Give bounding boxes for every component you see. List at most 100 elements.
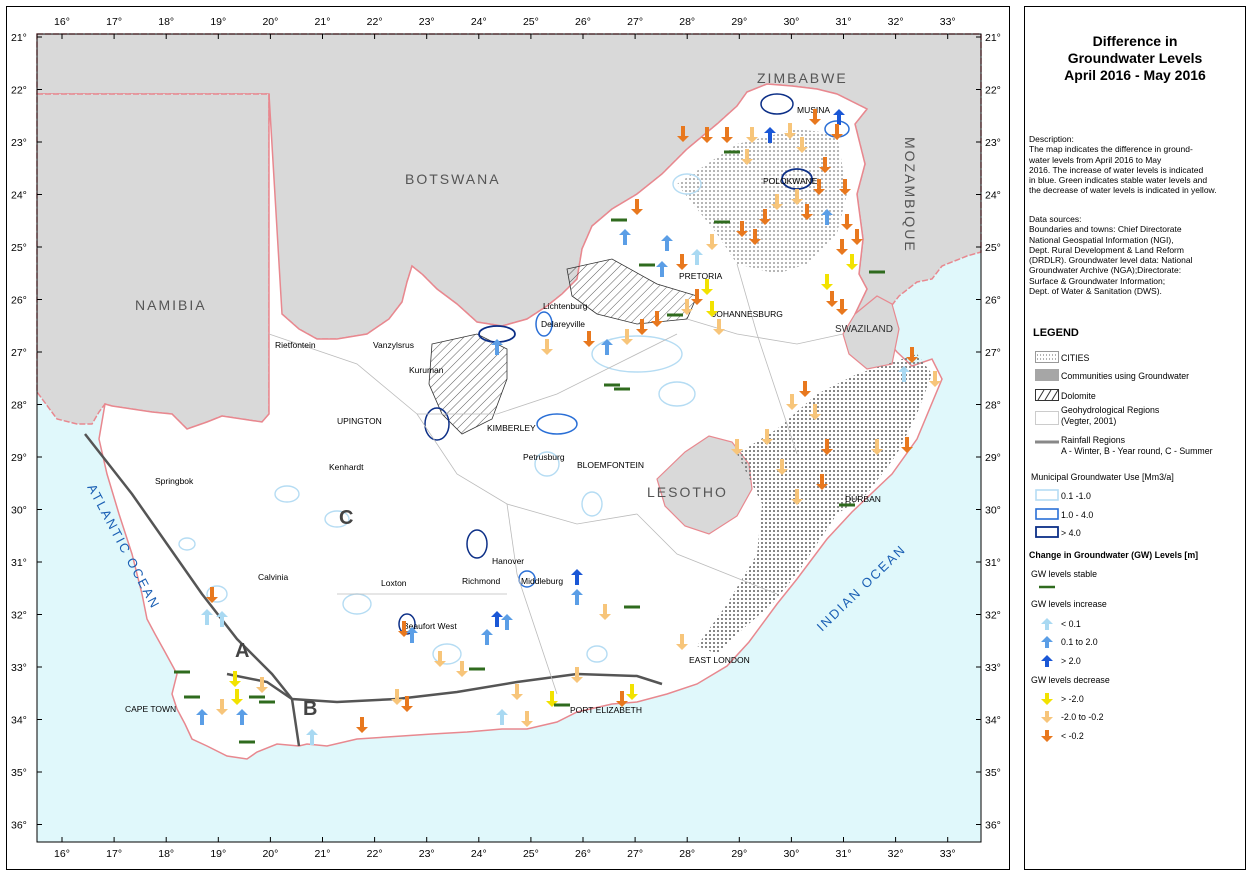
gw-decrease-mid-symbol [929, 371, 941, 387]
sources-line: (DRDLR). Groundwater level data: Nationa… [1029, 255, 1193, 266]
gw-decrease-mid-symbol [713, 319, 725, 335]
city-calvinia: Calvinia [258, 572, 289, 582]
increase-small-label: < 0.1 [1061, 619, 1081, 629]
description-line: 2016. The increase of water levels is in… [1029, 164, 1204, 175]
sources-line: Groundwater Archive (NGA);Directorate: [1029, 265, 1182, 276]
latitude-tick-label: 26° [11, 295, 27, 307]
gw-increase-small-symbol [201, 609, 213, 625]
increase-large-label: > 2.0 [1061, 656, 1081, 666]
sources-line: Boundaries and towns: Chief Directorate [1029, 224, 1182, 235]
longitude-tick-label: 21° [315, 848, 331, 860]
gw-decrease-large-symbol [831, 124, 843, 140]
label-mozambique: MOZAMBIQUE [902, 137, 918, 253]
communities-swatch [1035, 369, 1059, 381]
decrease-large-arrow-icon [1041, 730, 1053, 742]
longitude-tick-label: 20° [262, 848, 278, 860]
gw-decrease-mid-symbol [216, 699, 228, 715]
decrease-mid-label: -2.0 to -0.2 [1061, 712, 1104, 722]
province-boundaries [268, 263, 844, 695]
rainfall-swatch [1035, 440, 1059, 444]
dolomite-swatch [1035, 389, 1059, 401]
gw-decrease-mid-symbol [676, 634, 688, 650]
rainfall-region-a: A [235, 640, 249, 662]
longitude-tick-label: 31° [836, 848, 852, 860]
label-swaziland: SWAZILAND [835, 324, 893, 335]
gw-decrease-large-symbol [826, 291, 838, 307]
longitude-tick-label: 26° [575, 848, 591, 860]
city-polokwane: POLOKWANE [763, 176, 818, 186]
gw-increase-large-symbol [571, 569, 583, 585]
decrease-small-label: > -2.0 [1061, 694, 1084, 704]
longitude-tick-label: 32° [888, 848, 904, 860]
gw-decrease-mid-symbol [784, 123, 796, 139]
latitude-tick-label: 27° [985, 347, 1001, 359]
gw-increase-mid-symbol [821, 209, 833, 225]
gw-decrease-large-symbol [841, 214, 853, 230]
gw-decrease-small-symbol [231, 689, 243, 705]
map-frame: 16° 17° 18° 19° 20° 21° 22° 23° 24° 25° 26° 27° 28° 2… [6, 6, 1010, 870]
gw-decrease-large-symbol [836, 299, 848, 315]
latitude-tick-label: 28° [11, 400, 27, 412]
gw-decrease-mid-symbol [511, 684, 523, 700]
gw-decrease-mid-symbol [599, 604, 611, 620]
geohydro-swatch [1035, 411, 1059, 425]
description-line: The map indicates the difference in grou… [1029, 144, 1193, 155]
city-cape-town: CAPE TOWN [125, 704, 176, 714]
gw-increase-large-symbol [764, 127, 776, 143]
latitude-tick-label: 27° [11, 347, 27, 359]
gw-decrease-large-symbol [631, 199, 643, 215]
latitude-labels-left: 21° 22° 23° 24° 25° 26° 27° 28° 29° 30° 31° 32° 33° 3… [11, 32, 42, 832]
city-bloemfontein: BLOEMFONTEIN [577, 460, 644, 470]
longitude-tick-label: 19° [210, 848, 226, 860]
gw-decrease-large-symbol [749, 229, 761, 245]
rainfall-label-2: A - Winter, B - Year round, C - Summer [1061, 446, 1213, 456]
title-line-1: Difference in [1092, 33, 1178, 49]
gw-increase-mid-symbol [601, 339, 613, 355]
gw-decrease-large-symbol [616, 691, 628, 707]
city-durban: DURBAN [845, 494, 881, 504]
label-lesotho: LESOTHO [647, 484, 728, 500]
gw-decrease-mid-symbol [786, 394, 798, 410]
gw-decrease-large-symbol [677, 126, 689, 142]
gw-decrease-large-symbol [799, 381, 811, 397]
longitude-tick-label: 25° [523, 16, 539, 28]
gw-decrease-mid-symbol [731, 439, 743, 455]
geohydro-label-1: Geohydrological Regions [1061, 405, 1160, 415]
gw-decrease-large-symbol [583, 331, 595, 347]
longitude-tick-label: 25° [523, 848, 539, 860]
communities-east [697, 354, 932, 654]
gw-decrease-mid-symbol [256, 677, 268, 693]
cities-label: CITIES [1061, 353, 1090, 363]
latitude-tick-label: 22° [985, 85, 1001, 97]
longitude-tick-label: 17° [106, 848, 122, 860]
gw-decrease-mid-symbol [791, 189, 803, 205]
latitude-tick-label: 32° [11, 610, 27, 622]
gw-decrease-large-symbol [736, 221, 748, 237]
municipal-mid-label: 1.0 - 4.0 [1061, 510, 1094, 520]
gw-decrease-large-symbol [401, 696, 413, 712]
city-east-london: EAST LONDON [689, 655, 750, 665]
municipal-high-label: > 4.0 [1061, 528, 1081, 538]
groundwater-symbols [174, 109, 941, 745]
gw-decrease-large-symbol [701, 127, 713, 143]
longitude-tick-label: 33° [940, 16, 956, 28]
gw-decrease-large-symbol [759, 209, 771, 225]
legend-heading: LEGEND [1033, 327, 1079, 339]
longitude-tick-label: 19° [210, 16, 226, 28]
gw-increase-large-symbol [491, 611, 503, 627]
groundwater-map: 16° 17° 18° 19° 20° 21° 22° 23° 24° 25° 26° 27° 28° 2… [11, 16, 1001, 860]
longitude-tick-label: 27° [627, 16, 643, 28]
gw-decrease-large-symbol [836, 239, 848, 255]
city-upington: UPINGTON [337, 416, 382, 426]
gw-decrease-mid-symbol [776, 459, 788, 475]
latitude-tick-label: 35° [985, 767, 1001, 779]
gw-decrease-large-symbol [801, 204, 813, 220]
gw-increase-small-symbol [898, 366, 910, 382]
gw-increase-mid-symbol [491, 339, 503, 355]
increase-mid-label: 0.1 to 2.0 [1061, 637, 1098, 647]
latitude-labels-right: 21° 22° 23° 24° 25° 26° 27° 28° 29° 30° 31° 32° 33° 3… [976, 32, 1001, 832]
gw-decrease-large-symbol [636, 319, 648, 335]
city-hanover: Hanover [492, 556, 524, 566]
gw-increase-large-symbol [833, 109, 845, 125]
city-port-elizabeth: PORT ELIZABETH [570, 705, 642, 715]
